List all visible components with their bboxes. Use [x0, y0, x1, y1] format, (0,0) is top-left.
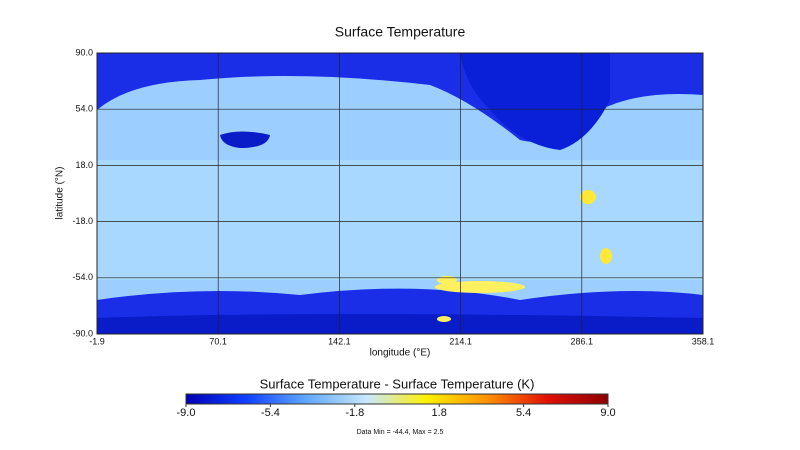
- x-tick-label: 286.1: [571, 336, 594, 346]
- colorbar-tick-label: 9.0: [600, 407, 615, 419]
- field-warm: [437, 276, 457, 284]
- y-tick-label: 90.0: [75, 47, 93, 57]
- field-warm: [437, 316, 451, 322]
- colorbar-tick-label: 1.8: [432, 407, 447, 419]
- chart-title: Surface Temperature: [335, 24, 466, 40]
- colorbar-tick-label: -1.8: [345, 407, 364, 419]
- field-south-dark: [97, 314, 703, 334]
- field-warm: [435, 281, 525, 293]
- field-patch: [220, 131, 270, 148]
- x-axis-label: longitude (°E): [370, 348, 431, 359]
- colorbar-tick-label: -5.4: [261, 407, 280, 419]
- colorbar-title: Surface Temperature - Surface Temperatur…: [260, 376, 535, 391]
- y-tick-label: -18.0: [72, 216, 93, 226]
- y-tick-label: 18.0: [75, 160, 93, 170]
- x-tick-label: 358.1: [692, 336, 715, 346]
- colorbar-tick-label: 5.4: [516, 407, 531, 419]
- field-north-dark: [460, 53, 610, 150]
- x-tick-label: 70.1: [209, 336, 227, 346]
- x-tick-label: 142.1: [328, 336, 351, 346]
- colorbar-note: Data Min = -44.4, Max = 2.5: [357, 429, 444, 436]
- x-tick-label: 214.1: [449, 336, 472, 346]
- y-axis-label: latitude (°N): [55, 167, 66, 220]
- field-warm: [580, 190, 596, 204]
- colorbar-tick-label: -9.0: [177, 407, 196, 419]
- field-band: [97, 160, 703, 280]
- y-tick-label: -54.0: [72, 272, 93, 282]
- y-tick-label: -90.0: [72, 328, 93, 338]
- x-tick-label: -1.9: [89, 336, 105, 346]
- colorbar: [185, 393, 609, 405]
- field: [97, 53, 703, 334]
- y-tick-label: 54.0: [75, 104, 93, 114]
- field-warm: [600, 248, 612, 264]
